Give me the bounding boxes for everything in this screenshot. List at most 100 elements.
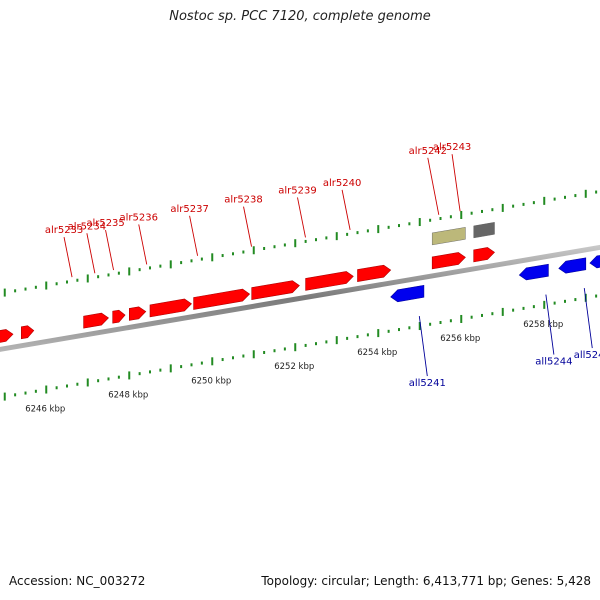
upper-scale-tick (66, 280, 68, 284)
lower-scale-tick (304, 343, 307, 347)
upper-scale-tick (14, 289, 17, 293)
gene-label-alr5239: alr5239 (278, 185, 316, 196)
lower-scale-tick (325, 340, 328, 344)
lower-scale-tick (252, 350, 255, 359)
lower-scale-tick (180, 365, 183, 369)
upper-scale-tick (138, 268, 141, 272)
lower-scale-tick (481, 313, 483, 317)
upper-scale-tick (315, 238, 317, 242)
lower-scale-tick (232, 356, 234, 360)
lower-scale-tick (242, 354, 245, 358)
reverse-gene (589, 255, 600, 269)
lower-scale-tick (335, 336, 338, 345)
upper-scale-tick (418, 218, 421, 227)
forward-gene (21, 325, 35, 340)
other-feature-box (432, 227, 466, 246)
lower-scale-tick (439, 321, 442, 325)
lower-scale-tick (460, 314, 463, 323)
lower-scale-tick (128, 371, 131, 380)
gene-label-alr5238: alr5238 (224, 195, 262, 206)
gene-label-all5241: all5241 (409, 378, 446, 389)
upper-scale-tick (387, 225, 390, 229)
upper-scale-tick (24, 287, 27, 291)
gene-label-alr5234: alr5234 (68, 221, 106, 232)
lower-scale-tick (107, 377, 110, 381)
lower-scale-tick (86, 378, 89, 387)
upper-scale-tick (304, 239, 307, 243)
lower-scale-tick (294, 343, 297, 352)
scale-label: 6248 kbp (108, 390, 148, 400)
lower-scale-tick (595, 294, 598, 298)
gene-label-leader (341, 189, 351, 230)
upper-scale-tick (366, 229, 369, 233)
lower-scale-tick (356, 335, 359, 339)
lower-scale-tick (377, 329, 380, 338)
lower-scale-tick (543, 300, 546, 309)
upper-scale-tick (169, 260, 172, 269)
lower-scale-tick (315, 342, 317, 346)
upper-scale-tick (242, 250, 245, 254)
gene-label-alr5233: alr5233 (45, 225, 83, 236)
lower-scale-tick (512, 308, 515, 312)
genome-backbone (0, 244, 600, 352)
upper-scale-tick (221, 254, 224, 258)
gene-alr5234 (112, 309, 126, 324)
lower-scale-tick (532, 305, 535, 309)
upper-scale-tick (398, 224, 400, 228)
lower-scale-tick (200, 361, 203, 365)
lower-scale-tick (190, 363, 193, 367)
upper-scale-tick (190, 259, 193, 263)
upper-scale-tick (325, 236, 328, 240)
gene-alr5238 (251, 280, 300, 300)
gene-all5245 (558, 257, 587, 274)
upper-scale-tick (34, 285, 37, 289)
scale-label: 6252 kbp (274, 362, 314, 372)
upper-scale-tick (128, 267, 131, 276)
scale-label: 6256 kbp (440, 334, 480, 344)
upper-scale-tick (294, 239, 297, 248)
lower-scale-tick (491, 312, 494, 316)
upper-scale-tick (252, 246, 255, 255)
gene-label-all5245: all5245 (574, 350, 600, 361)
upper-scale-tick (470, 211, 473, 215)
lower-scale-tick (522, 306, 525, 310)
upper-scale-tick (117, 271, 120, 275)
gene-label-leader (63, 237, 73, 278)
lower-scale-tick (387, 329, 390, 333)
upper-scale-tick (283, 243, 286, 247)
lower-scale-tick (14, 393, 17, 397)
lower-scale-tick (574, 298, 577, 302)
upper-scale-tick (356, 231, 359, 235)
upper-scale-tick (460, 210, 463, 219)
upper-scale-tick (408, 222, 411, 226)
lower-scale-tick (564, 299, 566, 303)
upper-scale-tick (584, 189, 587, 198)
gene-label-leader (418, 316, 428, 377)
gene-label-leader (583, 288, 593, 349)
upper-scale-tick (76, 278, 79, 282)
upper-scale-tick (481, 209, 483, 213)
gene-label-leader (297, 197, 306, 238)
lower-scale-tick (138, 372, 141, 376)
gene-alr5237 (193, 288, 251, 310)
upper-scale-tick (553, 197, 556, 201)
gene-label-alr5243: alr5243 (433, 142, 471, 153)
accession-text: Accession: NC_003272 (9, 574, 146, 588)
genome-stats-text: Topology: circular; Length: 6,413,771 bp… (261, 574, 591, 588)
gene-label-leader (451, 154, 461, 212)
upper-scale-tick (439, 217, 442, 221)
gene-alr5233 (83, 312, 109, 329)
pseudo-feature-box (473, 222, 495, 239)
upper-scale-tick (532, 201, 535, 205)
gene-label-leader (545, 294, 555, 355)
lower-scale-tick (169, 364, 172, 373)
lower-scale-tick (45, 385, 48, 394)
gene-label-leader (105, 229, 114, 271)
gene-label-alr5235: alr5235 (86, 218, 124, 229)
upper-scale-tick (3, 288, 6, 297)
lower-scale-tick (346, 336, 349, 340)
upper-scale-tick (574, 194, 577, 198)
gene-alr5235 (129, 306, 147, 321)
